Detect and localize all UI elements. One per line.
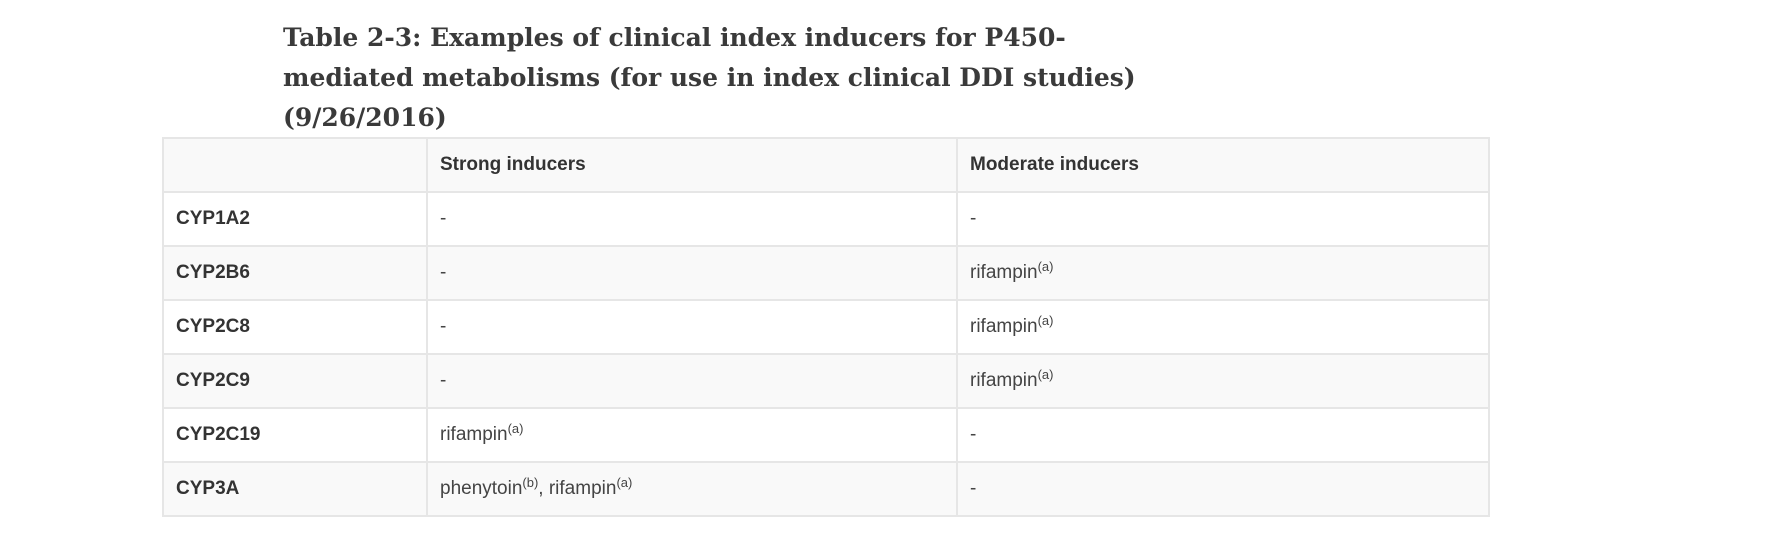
moderate-inducers-cell: -	[956, 461, 1490, 517]
strong-inducers-cell: rifampin(a)	[426, 407, 958, 463]
drug-name: phenytoin	[440, 478, 523, 499]
page-title: Table 2-3: Examples of clinical index in…	[283, 23, 1136, 132]
footnote-marker: (a)	[507, 421, 524, 436]
footnote-marker: (a)	[616, 475, 633, 490]
footnote-marker: (a)	[1037, 313, 1054, 328]
moderate-inducers-cell: rifampin(a)	[956, 353, 1490, 409]
strong-inducers-cell: -	[426, 353, 958, 409]
table-row: CYP3A phenytoin(b), rifampin(a) -	[162, 461, 1490, 517]
drug-name: -	[970, 478, 977, 499]
drug-name: -	[970, 424, 977, 445]
moderate-inducers-cell: rifampin(a)	[956, 245, 1490, 301]
drug-name: -	[440, 208, 447, 229]
inducers-table: Strong inducers Moderate inducers CYP1A2…	[162, 137, 1490, 517]
drug-name: rifampin	[440, 424, 508, 445]
strong-inducers-cell: phenytoin(b), rifampin(a)	[426, 461, 958, 517]
moderate-inducers-cell: -	[956, 191, 1490, 247]
drug-name: -	[970, 208, 977, 229]
table-header-row: Strong inducers Moderate inducers	[162, 137, 1490, 193]
drug-name: rifampin	[548, 478, 617, 499]
footnote-marker: (a)	[1037, 259, 1054, 274]
drug-name: rifampin	[970, 316, 1038, 337]
drug-name: -	[440, 316, 447, 337]
enzyme-cell: CYP3A	[162, 461, 428, 517]
drug-name: rifampin	[970, 262, 1038, 283]
table-row: CYP2C8- rifampin(a)	[162, 299, 1490, 355]
table-row: CYP1A2- -	[162, 191, 1490, 247]
enzyme-cell: CYP2C19	[162, 407, 428, 463]
header-moderate-inducers: Moderate inducers	[956, 137, 1490, 193]
enzyme-cell: CYP2C9	[162, 353, 428, 409]
header-enzyme	[162, 137, 428, 193]
enzyme-cell: CYP1A2	[162, 191, 428, 247]
moderate-inducers-cell: rifampin(a)	[956, 299, 1490, 355]
moderate-inducers-cell: -	[956, 407, 1490, 463]
separator: ,	[538, 478, 549, 499]
table-row: CYP2C9- rifampin(a)	[162, 353, 1490, 409]
enzyme-cell: CYP2B6	[162, 245, 428, 301]
strong-inducers-cell: -	[426, 245, 958, 301]
header-strong-inducers: Strong inducers	[426, 137, 958, 193]
table-body: CYP1A2- - CYP2B6- rifampin(a) CYP2C8- rifampi…	[162, 191, 1490, 517]
drug-name: rifampin	[970, 370, 1038, 391]
footnote-marker: (b)	[522, 475, 539, 490]
footnote-marker: (a)	[1037, 367, 1054, 382]
drug-name: -	[440, 370, 447, 391]
table-row: CYP2C19 rifampin(a) -	[162, 407, 1490, 463]
strong-inducers-cell: -	[426, 191, 958, 247]
drug-name: -	[440, 262, 447, 283]
enzyme-cell: CYP2C8	[162, 299, 428, 355]
strong-inducers-cell: -	[426, 299, 958, 355]
table-row: CYP2B6- rifampin(a)	[162, 245, 1490, 301]
